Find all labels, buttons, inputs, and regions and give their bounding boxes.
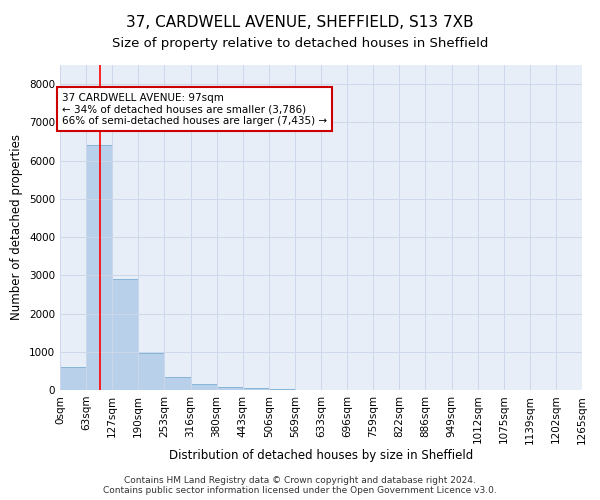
Bar xyxy=(86,146,112,390)
Text: 37 CARDWELL AVENUE: 97sqm
← 34% of detached houses are smaller (3,786)
66% of se: 37 CARDWELL AVENUE: 97sqm ← 34% of detac… xyxy=(62,92,327,126)
Y-axis label: Number of detached properties: Number of detached properties xyxy=(10,134,23,320)
X-axis label: Distribution of detached houses by size in Sheffield: Distribution of detached houses by size … xyxy=(169,449,473,462)
Text: Size of property relative to detached houses in Sheffield: Size of property relative to detached ho… xyxy=(112,38,488,51)
Bar xyxy=(191,384,217,390)
Text: 37, CARDWELL AVENUE, SHEFFIELD, S13 7XB: 37, CARDWELL AVENUE, SHEFFIELD, S13 7XB xyxy=(126,15,474,30)
Bar xyxy=(164,376,191,390)
Bar xyxy=(269,389,295,390)
Bar xyxy=(139,353,164,390)
Bar xyxy=(243,388,269,390)
Text: Contains HM Land Registry data © Crown copyright and database right 2024.
Contai: Contains HM Land Registry data © Crown c… xyxy=(103,476,497,495)
Bar xyxy=(60,367,86,390)
Bar xyxy=(217,386,243,390)
Bar xyxy=(112,279,139,390)
